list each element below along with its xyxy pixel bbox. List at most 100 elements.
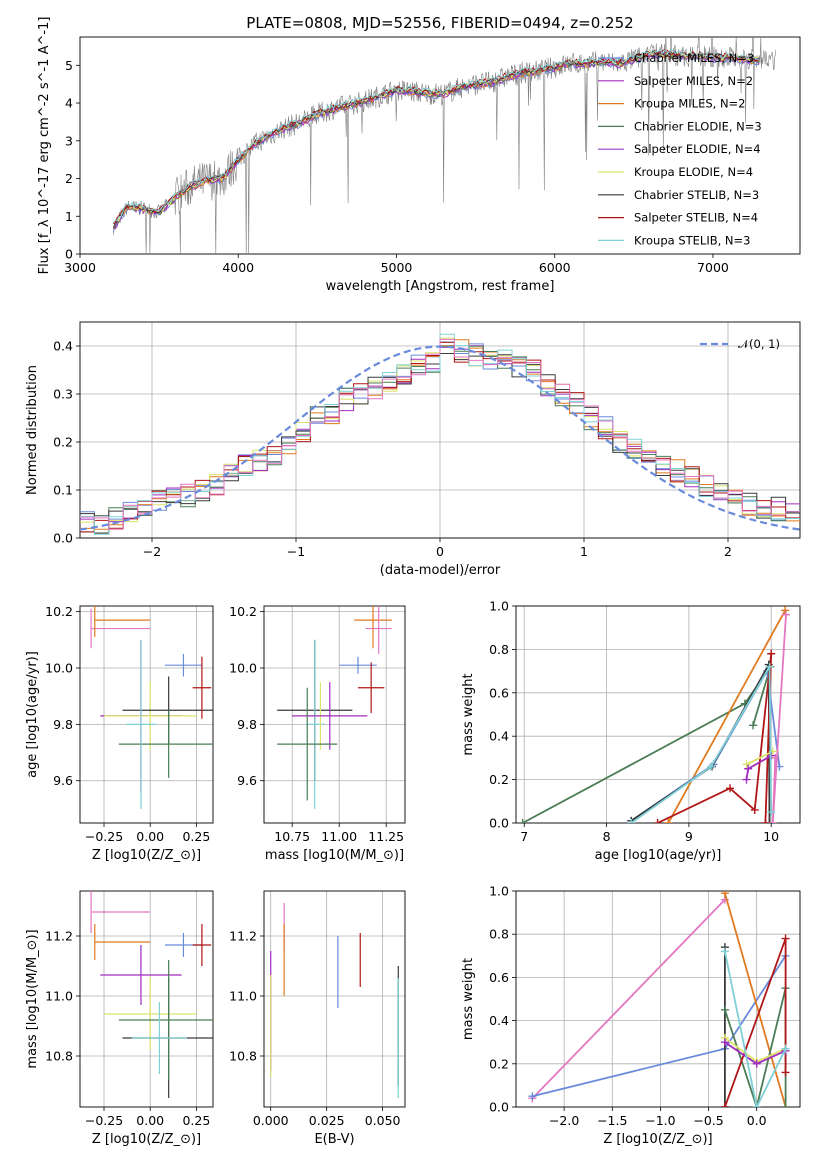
x-tick-label: 7000 (697, 260, 729, 275)
x-axis-label: (data-model)/error (380, 563, 501, 578)
y-axis-label: mass weight (461, 673, 476, 755)
weight-line (724, 951, 787, 1107)
x-tick-label: −0.5 (693, 1113, 723, 1128)
plot-frame (79, 890, 214, 1108)
y-tick-label: 0.1 (53, 483, 73, 498)
x-tick-label: 8 (603, 829, 611, 844)
plot-area (112, 37, 777, 254)
weight-marker (742, 760, 751, 769)
weight-marker (771, 753, 780, 762)
y-tick-label: 0.6 (489, 685, 509, 700)
y-axis-label: Normed distribution (25, 365, 40, 495)
x-tick-label: 6000 (539, 260, 571, 275)
y-tick-label: 0.2 (489, 772, 509, 787)
weight-line (724, 892, 787, 1107)
y-tick-label: 10.8 (45, 1049, 73, 1064)
plot-frame (263, 605, 406, 824)
weight-marker (782, 610, 791, 619)
x-tick-label: −2 (143, 544, 161, 559)
x-tick-label: 0.00 (136, 829, 164, 844)
y-axis-label: age [log10(age/yr)] (25, 651, 40, 778)
plot-area (80, 333, 800, 535)
y-tick-label: 0.8 (489, 927, 509, 942)
weight-marker (781, 1068, 790, 1077)
y-tick-label: 9.6 (237, 773, 257, 788)
chart-weight_vs_Z: −2.0 −1.5 −1.0 −0.5 0.0 0.0 0.2 0.4 0.6 0.8 1.0 Z [… (461, 884, 801, 1147)
plot-frame (79, 321, 801, 539)
weight-marker (742, 775, 751, 784)
y-tick-label: 0.0 (53, 531, 73, 546)
figure-title: PLATE=0808, MJD=52556, FIBERID=0494, z=0… (246, 14, 633, 32)
y-axis-label: mass weight (461, 958, 476, 1040)
x-tick-label: 9 (685, 829, 693, 844)
chart-spectrum: 3000 4000 5000 6000 7000 0 1 2 3 4 5 wavelength [An… (37, 17, 801, 294)
plot-frame (263, 890, 406, 1108)
y-tick-label: 3 (65, 133, 73, 148)
weight-marker (726, 784, 735, 793)
weight-marker (744, 764, 753, 773)
weight-marker (653, 819, 662, 823)
legend-label: Salpeter ELODIE, N=4 (634, 142, 761, 156)
y-tick-label: 5 (65, 58, 73, 73)
weight-marker (664, 819, 673, 823)
y-tick-label: 0 (65, 247, 73, 262)
weight-marker (720, 947, 729, 956)
x-tick-label: 0.000 (253, 1113, 289, 1128)
x-tick-label: 0 (436, 544, 444, 559)
x-tick-label: 10.75 (274, 829, 310, 844)
weight-line (532, 955, 787, 1098)
plot-area (528, 891, 790, 1107)
y-tick-label: 2 (65, 171, 73, 186)
weight-marker (752, 1103, 761, 1107)
weight-marker (752, 1059, 761, 1068)
chart-weight_vs_age: 7 8 9 10 0.0 0.2 0.4 0.6 0.8 1.0 age [log10(age/yr… (461, 599, 801, 863)
chart-age_vs_Z: −0.25 0.00 0.25 9.6 9.8 10.0 10.2 Z [log10(Z/Z_… (25, 604, 214, 863)
x-tick-label: 0.25 (182, 829, 210, 844)
weight-line (746, 750, 774, 766)
x-tick-label: 4000 (222, 260, 254, 275)
y-tick-label: 0.6 (489, 970, 509, 985)
y-tick-label: 9.8 (53, 717, 73, 732)
weight-line (522, 666, 772, 823)
weight-marker (627, 819, 636, 823)
x-tick-label: 0.25 (182, 1113, 210, 1128)
plot-area (277, 606, 392, 809)
x-tick-label: 0.050 (365, 1113, 401, 1128)
weight-marker (707, 762, 716, 771)
weight-marker (767, 808, 776, 817)
x-tick-label: 0.025 (309, 1113, 345, 1128)
plot-area (270, 903, 399, 1098)
y-tick-label: 10.8 (229, 1049, 257, 1064)
normal-curve (80, 345, 800, 531)
chart-residuals: −2 −1 0 1 2 0.0 0.1 0.2 0.3 0.4 (data-model)/error… (25, 321, 801, 578)
x-axis-label: age [log10(age/yr)] (595, 848, 722, 863)
x-tick-label: 11.25 (368, 829, 404, 844)
x-tick-label: −0.25 (85, 829, 123, 844)
y-tick-label: 11.2 (229, 929, 257, 944)
legend-label: Chabrier ELODIE, N=3 (634, 119, 762, 133)
x-tick-label: 11.00 (321, 829, 357, 844)
y-tick-label: 0.4 (489, 729, 509, 744)
plot-frame (79, 36, 801, 255)
y-tick-label: 0.4 (489, 1013, 509, 1028)
x-tick-label: −0.25 (85, 1113, 123, 1128)
x-axis-label: Z [log10(Z/Z_⊙)] (603, 1132, 712, 1147)
x-tick-label: 7 (520, 829, 528, 844)
model-spectrum-line (112, 52, 759, 230)
plot-frame (79, 605, 214, 824)
weight-marker (781, 606, 790, 615)
x-tick-label: 0.0 (747, 1113, 767, 1128)
x-tick-label: 0.00 (136, 1113, 164, 1128)
x-tick-label: −1 (287, 544, 305, 559)
x-axis-label: mass [log10(M/M_⊙)] (265, 848, 404, 863)
legend-label: Chabrier STELIB, N=3 (634, 188, 759, 202)
legend-label: Kroupa STELIB, N=3 (634, 233, 751, 247)
weight-line (630, 663, 773, 823)
y-tick-label: 11.0 (229, 989, 257, 1004)
y-tick-label: 10.0 (45, 661, 73, 676)
x-tick-label: 2 (724, 544, 732, 559)
weight-marker (720, 1005, 729, 1014)
weight-marker (765, 662, 774, 671)
plot-frame (515, 890, 801, 1108)
